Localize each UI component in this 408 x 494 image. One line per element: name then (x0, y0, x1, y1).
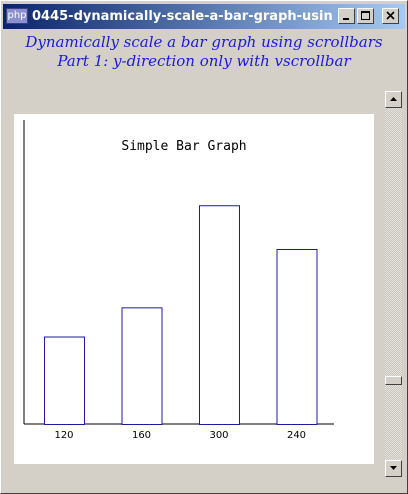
window-title: 0445-dynamically-scale-a-bar-graph-using… (32, 9, 332, 24)
close-button[interactable] (382, 8, 399, 24)
maximize-icon (361, 11, 370, 20)
x-tick-label: 120 (54, 430, 73, 441)
chart-title: Simple Bar Graph (121, 139, 247, 154)
scrollbar-thumb[interactable] (385, 376, 402, 385)
x-tick-label: 160 (132, 430, 151, 441)
scroll-down-button[interactable] (385, 460, 402, 477)
close-icon (386, 11, 395, 20)
minimize-icon (343, 18, 349, 20)
bar-graph: 120 160 300 240 (23, 120, 334, 441)
minimize-button[interactable] (338, 8, 355, 24)
maximize-button[interactable] (357, 8, 374, 24)
title-bar[interactable]: php 0445-dynamically-scale-a-bar-graph-u… (3, 4, 405, 29)
bar-120 (44, 336, 85, 425)
scroll-up-arrow-icon (390, 97, 397, 101)
heading-line-1: Dynamically scale a bar graph using scro… (25, 33, 383, 51)
bar-graph-canvas: Simple Bar Graph 120 160 300 240 (14, 114, 374, 464)
vertical-scrollbar[interactable] (385, 91, 402, 477)
x-tick-label: 240 (287, 430, 306, 441)
php-app-icon[interactable]: php (6, 8, 28, 24)
bar-300 (199, 205, 240, 425)
heading-line-2: Part 1: y-direction only with vscrollbar (57, 52, 351, 70)
x-tick-label: 300 (209, 430, 228, 441)
scroll-up-button[interactable] (385, 91, 402, 108)
scroll-down-arrow-icon (390, 466, 397, 470)
bar-160 (121, 307, 163, 425)
bar-240 (276, 249, 318, 425)
page-heading: Dynamically scale a bar graph using scro… (1, 33, 407, 71)
